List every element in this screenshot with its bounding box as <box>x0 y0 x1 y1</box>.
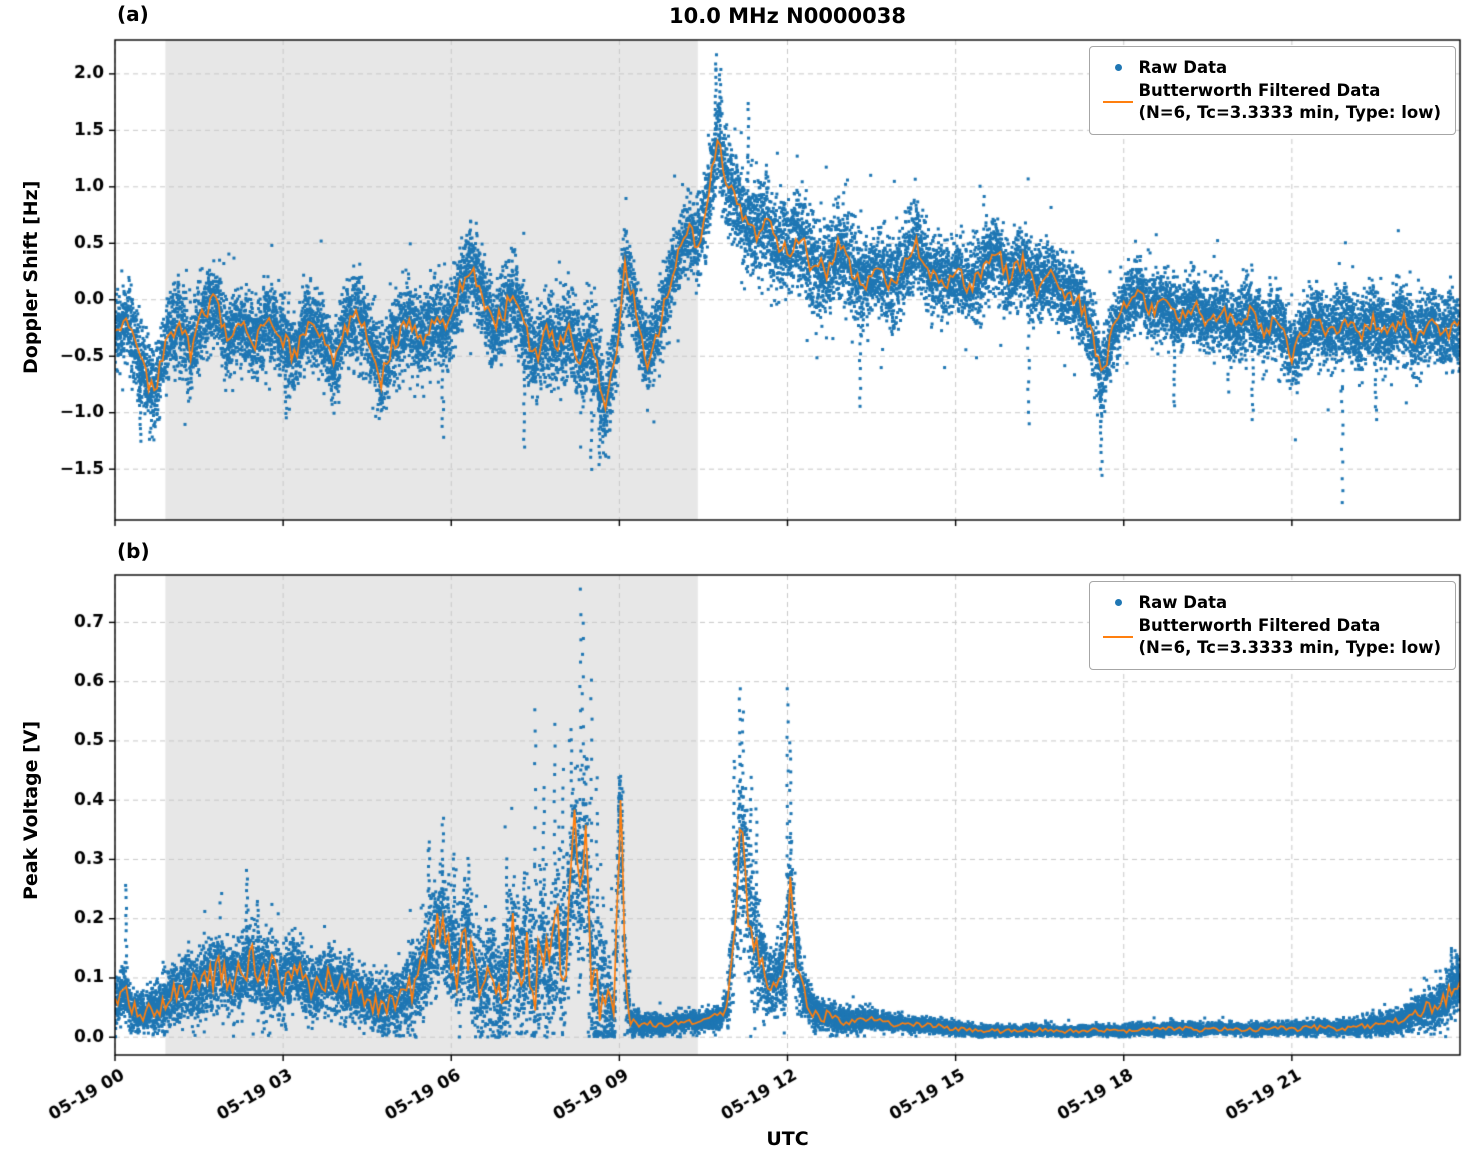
legend-entry-filtered: Butterworth Filtered Data (N=6, Tc=3.333… <box>1098 615 1441 658</box>
legend-filtered-label: Butterworth Filtered Data <box>1138 616 1381 636</box>
filtered-line-marker-icon <box>1103 635 1134 638</box>
filtered-line-marker-icon <box>1103 100 1134 103</box>
legend-panel-b: Raw Data Butterworth Filtered Data (N=6,… <box>1089 581 1456 671</box>
y-axis-label-voltage: Peak Voltage [V] <box>20 720 42 900</box>
legend-raw-label: Raw Data <box>1138 593 1228 612</box>
legend-filtered-params: (N=6, Tc=3.3333 min, Type: low) <box>1138 102 1441 122</box>
y-axis-label-doppler: Doppler Shift [Hz] <box>20 180 42 374</box>
legend-panel-a: Raw Data Butterworth Filtered Data (N=6,… <box>1089 46 1456 136</box>
legend-entry-raw: Raw Data <box>1098 592 1441 613</box>
legend-entry-raw: Raw Data <box>1098 57 1441 78</box>
legend-raw-label: Raw Data <box>1138 58 1228 77</box>
panel-b-label: (b) <box>117 539 150 563</box>
raw-data-marker-icon <box>1114 599 1122 607</box>
panel-a-label: (a) <box>117 2 149 26</box>
x-axis-label: UTC <box>766 1128 809 1150</box>
legend-entry-filtered: Butterworth Filtered Data (N=6, Tc=3.333… <box>1098 80 1441 123</box>
legend-filtered-label: Butterworth Filtered Data <box>1138 81 1381 101</box>
raw-data-marker-icon <box>1114 64 1122 72</box>
chart-title: 10.0 MHz N0000038 <box>669 4 906 28</box>
legend-filtered-params: (N=6, Tc=3.3333 min, Type: low) <box>1138 637 1441 657</box>
